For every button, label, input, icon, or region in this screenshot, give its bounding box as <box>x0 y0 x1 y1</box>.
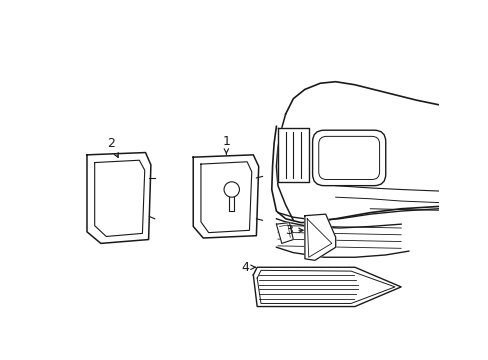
Polygon shape <box>277 128 308 182</box>
Polygon shape <box>87 153 151 243</box>
Polygon shape <box>193 155 258 238</box>
Polygon shape <box>95 160 144 237</box>
Polygon shape <box>201 162 251 233</box>
Polygon shape <box>253 267 400 306</box>
Polygon shape <box>276 222 293 243</box>
Text: 2: 2 <box>107 137 118 157</box>
Text: 4: 4 <box>241 261 255 274</box>
Circle shape <box>224 182 239 197</box>
FancyBboxPatch shape <box>312 130 385 186</box>
Text: 3: 3 <box>285 224 303 237</box>
Polygon shape <box>305 214 335 260</box>
FancyBboxPatch shape <box>318 136 379 180</box>
Polygon shape <box>257 270 394 303</box>
Text: 1: 1 <box>222 135 230 154</box>
